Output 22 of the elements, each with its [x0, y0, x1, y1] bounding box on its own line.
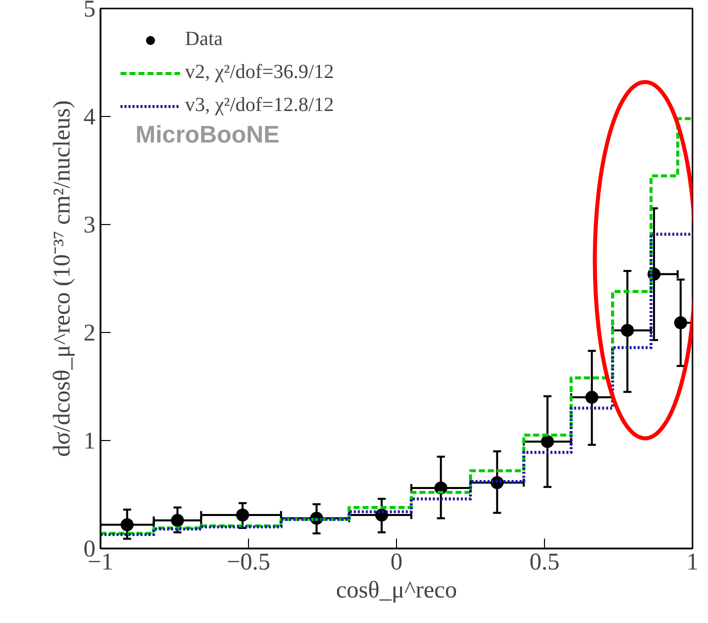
- x-tick-label: 1: [686, 550, 698, 576]
- point: [120, 518, 134, 532]
- point: [585, 390, 598, 404]
- legend-label: v3, χ²/dof=12.8/12: [185, 94, 334, 117]
- point: [620, 324, 634, 337]
- x-tick-label: 0.5: [530, 550, 560, 576]
- y-tick-label: 4: [84, 104, 96, 130]
- y-tick-label: 1: [84, 428, 96, 454]
- legend-label: v2, χ²/dof=36.9/12: [185, 61, 334, 84]
- y-tick-label: 2: [84, 320, 96, 346]
- legend-label: Data: [185, 28, 223, 51]
- x-axis-title: cosθ_μ^reco: [336, 578, 457, 604]
- y-axis-title: dσ/dcosθ_μ^reco (10⁻³⁷ cm²/nucleus): [50, 100, 76, 457]
- x-tick-label: −0.5: [226, 550, 270, 576]
- annotation: MicroBooNE: [136, 122, 280, 148]
- point: [674, 316, 688, 330]
- y-tick-label: 3: [84, 212, 96, 238]
- point: [236, 508, 250, 522]
- y-tick-label: 5: [84, 0, 96, 22]
- point: [170, 514, 184, 527]
- point: [540, 435, 554, 448]
- x-tick-label: 0: [390, 550, 402, 576]
